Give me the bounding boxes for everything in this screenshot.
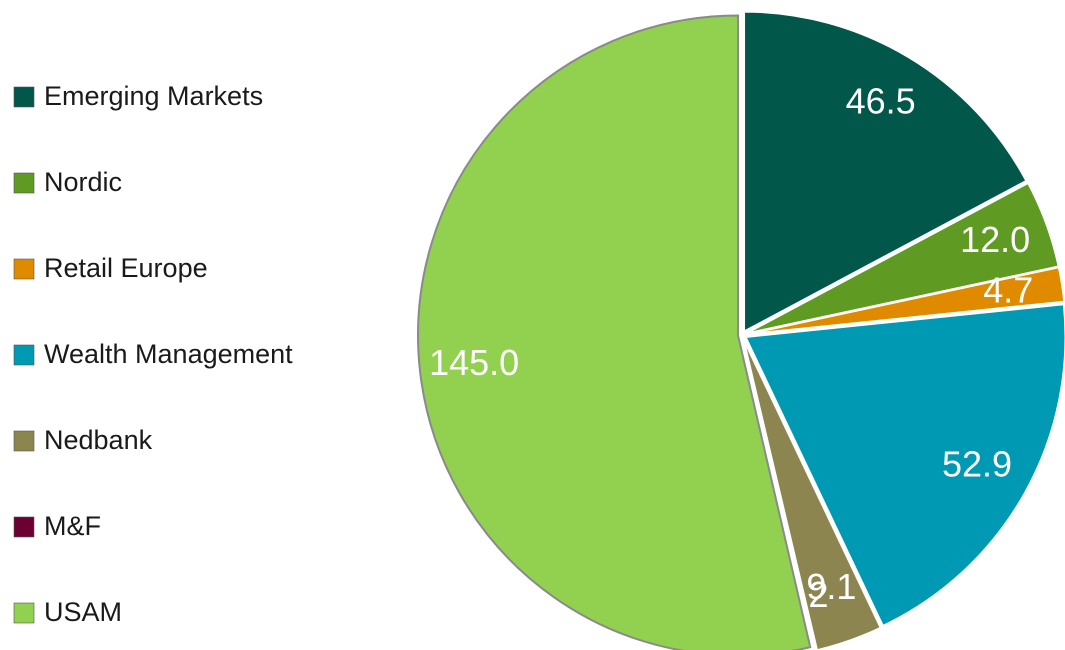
legend-swatch: [13, 172, 35, 194]
legend-label: USAM: [44, 597, 122, 627]
legend-label: Retail Europe: [44, 253, 208, 283]
legend-swatch: [13, 344, 35, 366]
legend-swatch: [13, 516, 35, 538]
legend-swatch: [13, 430, 35, 452]
legend-label: Nedbank: [44, 425, 153, 455]
slice-label: 9.1: [806, 566, 856, 607]
pie-slice: [743, 10, 1028, 334]
legend-label: Wealth Management: [44, 339, 293, 369]
legend-label: Nordic: [44, 167, 122, 197]
pie-slice: [741, 338, 818, 650]
legend-swatch: [13, 258, 35, 280]
slice-label: 12.0: [960, 219, 1030, 260]
pie-slice: [417, 14, 812, 650]
legend-swatch: [13, 602, 35, 624]
slice-label: 46.5: [846, 80, 916, 121]
slice-label: 4.7: [983, 269, 1033, 310]
legend-label: M&F: [44, 511, 101, 541]
slice-label: 145.0: [429, 342, 519, 383]
slice-label: 52.9: [942, 444, 1012, 485]
pie-slice: [743, 303, 1065, 628]
legend-label: Emerging Markets: [44, 81, 263, 111]
pie-slice: [742, 338, 883, 650]
legend-swatch: [13, 86, 35, 108]
pie-slice: [745, 266, 1065, 336]
